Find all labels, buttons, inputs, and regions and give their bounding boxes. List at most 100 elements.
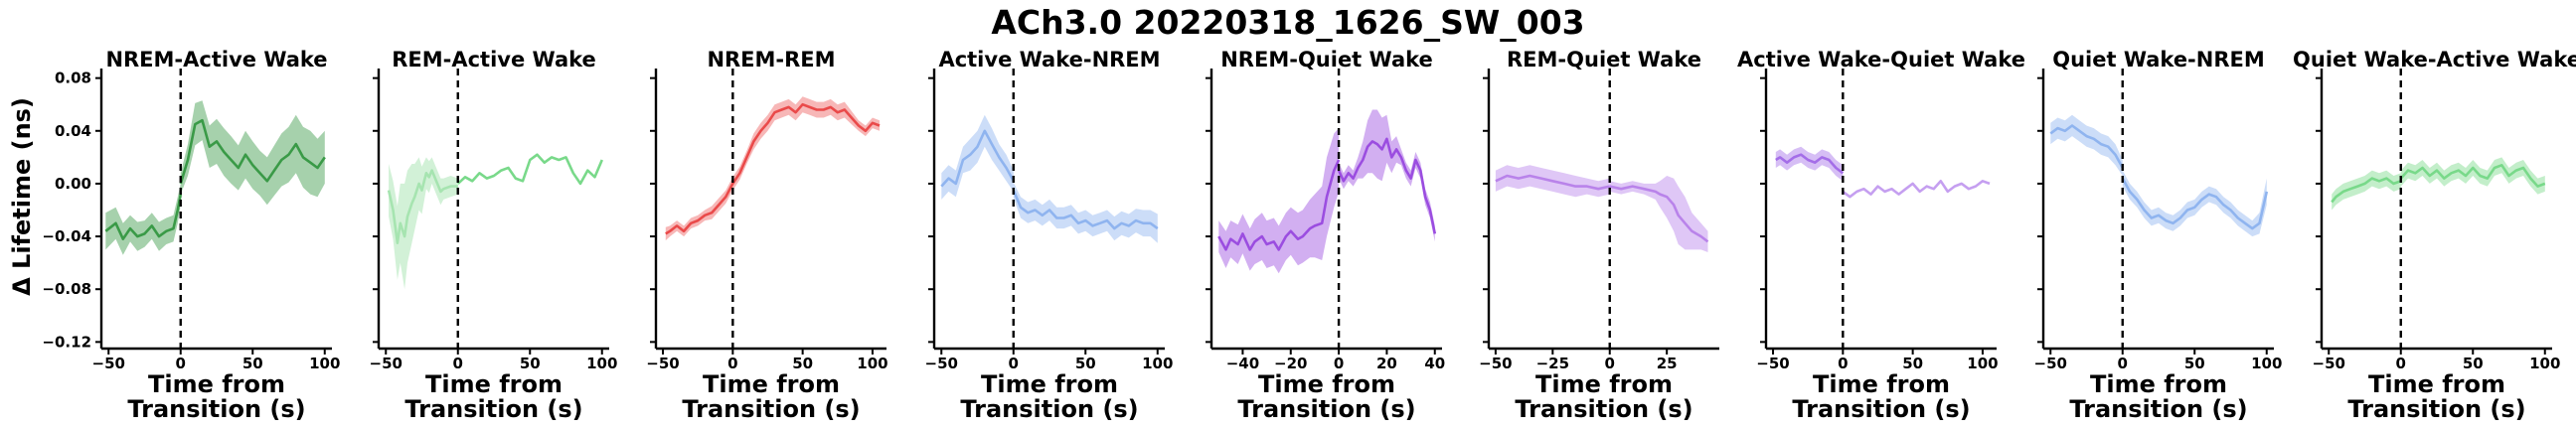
x-tick-label: 0 xyxy=(2118,355,2128,372)
x-tick-label: 100 xyxy=(2529,355,2560,372)
panel-4: NREM-Quiet Wake −40 −20 0 20 40 Time fromTrans… xyxy=(1206,48,1445,423)
series-line xyxy=(1337,137,1437,234)
series-line xyxy=(2049,124,2124,169)
x-axis-label-line2: Transition (s) xyxy=(127,395,305,423)
y-tick-label: 0.04 xyxy=(55,122,91,140)
x-tick-label: 0 xyxy=(453,355,463,372)
x-tick-label: −50 xyxy=(2313,355,2345,372)
error-band xyxy=(1218,128,1340,274)
x-tick-label: 0 xyxy=(176,355,186,372)
y-axis-label: Δ Lifetime (ns) xyxy=(8,97,36,296)
error-band xyxy=(665,96,880,241)
x-tick-label: 50 xyxy=(1902,355,1923,372)
panel-title: REM-Quiet Wake xyxy=(1507,48,1701,72)
x-tick-label: −50 xyxy=(646,355,679,372)
error-band xyxy=(180,100,325,206)
x-tick-label: −50 xyxy=(925,355,958,372)
error-band xyxy=(2400,157,2545,195)
error-band xyxy=(1609,176,1708,252)
x-axis-label-line2: Transition (s) xyxy=(1515,395,1692,423)
series-line xyxy=(1775,153,1845,175)
panel-7: Quiet Wake-NREM −50 0 50 100 Time fromTransit… xyxy=(2034,48,2283,423)
error-band xyxy=(1013,182,1158,243)
x-tick-label: 25 xyxy=(1657,355,1678,372)
error-band xyxy=(105,183,181,255)
series-line xyxy=(1012,190,1159,230)
y-tick-label: −0.04 xyxy=(42,227,91,245)
series-line xyxy=(1495,174,1610,191)
x-axis-label-line1: Time from xyxy=(1813,370,1950,398)
series-line xyxy=(940,129,1015,188)
x-tick-label: 50 xyxy=(1075,355,1096,372)
error-band xyxy=(2050,114,2123,176)
panel-title: NREM-Quiet Wake xyxy=(1220,48,1433,72)
x-tick-label: 0 xyxy=(1009,355,1019,372)
x-tick-label: 20 xyxy=(1376,355,1397,372)
x-tick-label: 0 xyxy=(1838,355,1848,372)
x-axis-label-line1: Time from xyxy=(425,370,563,398)
x-tick-label: 50 xyxy=(2463,355,2484,372)
x-tick-label: 0 xyxy=(727,355,737,372)
error-band xyxy=(941,114,1014,200)
panel-title: NREM-REM xyxy=(707,48,835,72)
x-tick-label: −50 xyxy=(1479,355,1512,372)
x-axis-label-line1: Time from xyxy=(148,370,285,398)
y-tick-label: −0.08 xyxy=(42,280,91,298)
x-axis-label-line1: Time from xyxy=(703,370,840,398)
series-line xyxy=(1842,180,1991,199)
series-line xyxy=(1217,159,1341,251)
panel-title: Quiet Wake-NREM xyxy=(2052,48,2265,72)
error-band xyxy=(2122,170,2267,237)
series-line xyxy=(1609,185,1709,243)
error-band xyxy=(2332,170,2401,211)
x-axis-label-line2: Transition (s) xyxy=(960,395,1138,423)
panel-0: NREM-Active Wake 0.08 0.04 0.00 −0.04 −0.08 −0… xyxy=(42,48,340,423)
y-tick-label: 0.00 xyxy=(55,175,91,193)
x-axis-label-line2: Transition (s) xyxy=(682,395,860,423)
panel-1: REM-Active Wake −50 0 50 100 Time fromTransit… xyxy=(370,48,618,423)
panel-title: Quiet Wake-Active Wake xyxy=(2293,48,2576,72)
x-tick-label: −20 xyxy=(1274,355,1307,372)
x-tick-label: 0 xyxy=(1334,355,1344,372)
panel-title: REM-Active Wake xyxy=(392,48,596,72)
series-line xyxy=(665,102,881,235)
series-line xyxy=(179,118,326,185)
series-line xyxy=(387,169,458,244)
x-axis-label-line1: Time from xyxy=(2368,370,2505,398)
x-tick-label: −50 xyxy=(1756,355,1789,372)
panel-3: Active Wake-NREM −50 0 50 100 Time fromTransi… xyxy=(925,48,1174,423)
x-axis-label-line2: Transition (s) xyxy=(2347,395,2525,423)
panels: NREM-Active Wake 0.08 0.04 0.00 −0.04 −0.08 −0… xyxy=(42,48,2576,423)
panel-6: Active Wake-Quiet Wake −50 0 50 100 Time from… xyxy=(1737,48,2025,423)
series-line xyxy=(2331,177,2402,204)
x-axis-label-line2: Transition (s) xyxy=(1792,395,1970,423)
x-tick-label: −25 xyxy=(1536,355,1569,372)
series-line xyxy=(104,194,183,240)
x-axis-label-line1: Time from xyxy=(1258,370,1395,398)
error-band xyxy=(1775,146,1844,182)
x-tick-label: −50 xyxy=(370,355,402,372)
series-line xyxy=(456,153,603,186)
x-tick-label: −50 xyxy=(92,355,125,372)
panel-8: Quiet Wake-Active Wake −50 0 50 100 Time from… xyxy=(2293,48,2576,423)
x-tick-label: −40 xyxy=(1226,355,1259,372)
x-axis-label-line2: Transition (s) xyxy=(404,395,582,423)
panel-title: Active Wake-NREM xyxy=(938,48,1160,72)
y-tick-label: 0.08 xyxy=(55,70,91,87)
x-tick-label: 100 xyxy=(1142,355,1173,372)
x-tick-label: −50 xyxy=(2034,355,2067,372)
x-axis-label-line2: Transition (s) xyxy=(1237,395,1415,423)
x-tick-label: 100 xyxy=(2251,355,2282,372)
x-tick-label: 100 xyxy=(586,355,617,372)
series-line xyxy=(2121,177,2269,230)
x-tick-label: 100 xyxy=(857,355,887,372)
panel-title: Active Wake-Quiet Wake xyxy=(1737,48,2025,72)
x-tick-label: 0 xyxy=(2396,355,2406,372)
x-axis-label-line1: Time from xyxy=(2090,370,2227,398)
x-axis-label-line1: Time from xyxy=(981,370,1118,398)
series-line xyxy=(2399,164,2546,188)
x-axis-label-line2: Transition (s) xyxy=(2069,395,2247,423)
